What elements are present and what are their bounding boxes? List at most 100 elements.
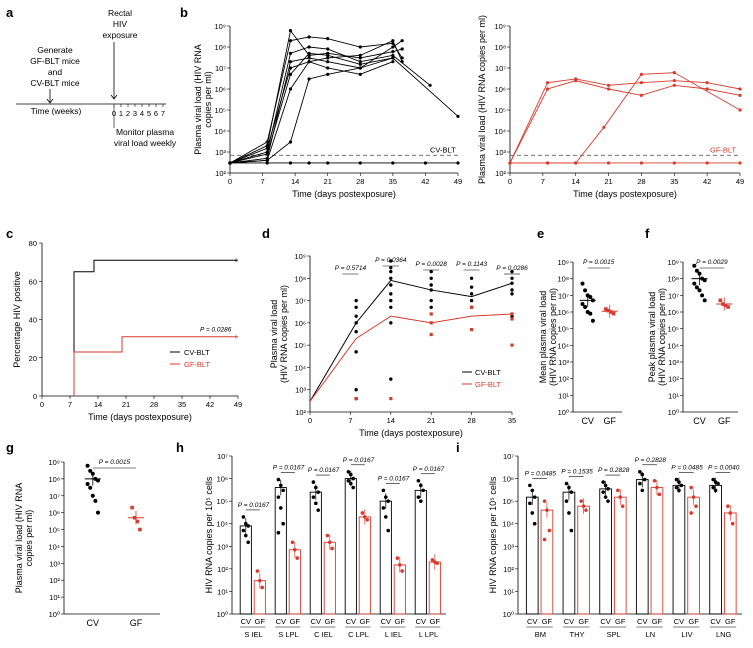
cv-data-point <box>510 269 514 274</box>
p-value: P = 0.0485 <box>671 465 703 472</box>
cv-bar <box>239 525 252 615</box>
data-point <box>545 161 550 165</box>
x-tick-label: 49 <box>454 177 462 186</box>
gf-data-point <box>689 511 693 515</box>
data-point <box>358 66 362 70</box>
gf-data-point <box>510 343 514 347</box>
y-tick-label: 10⁵ <box>503 497 514 506</box>
y-tick-label: 10⁴ <box>667 341 679 350</box>
gf-bar <box>358 516 371 615</box>
cv-data-point <box>429 305 433 309</box>
y-tick-label: 10⁵ <box>558 325 569 334</box>
y-tick-label: 10⁰ <box>49 610 60 619</box>
y-tick-label: 10⁶ <box>503 475 514 484</box>
y-tick-label: 10¹ <box>217 587 228 596</box>
generate-line-1: Generate <box>37 45 73 55</box>
cv-data-point <box>569 490 574 494</box>
cv-data-point <box>314 501 318 506</box>
cv-data-point <box>429 276 433 280</box>
panel-h-label: h <box>176 440 184 455</box>
cv-data-point <box>389 298 393 303</box>
data-point <box>326 66 330 70</box>
cv-data-point <box>583 288 588 293</box>
cv-data-point <box>354 330 358 334</box>
y-tick-label: 10⁸ <box>48 475 60 484</box>
gf-tick-label: GF <box>725 617 736 626</box>
data-point <box>400 47 404 51</box>
p-value: P = 0.0028 <box>416 261 448 268</box>
gf-bar <box>540 509 554 615</box>
threshold-label: GF-BLT <box>710 145 737 154</box>
group-label: LNG <box>716 630 732 639</box>
cv-data-point <box>389 283 393 287</box>
data-point <box>288 87 293 91</box>
gf-data-point <box>723 303 728 308</box>
gf-data-point <box>652 478 657 483</box>
y-tick-label: 10⁸ <box>494 43 506 52</box>
cv-data-point <box>354 305 358 309</box>
gf-data-point <box>726 504 730 508</box>
series-line <box>510 72 741 164</box>
cv-tick-label: CV <box>710 617 720 626</box>
data-point <box>288 161 293 165</box>
data-point <box>288 29 293 33</box>
gf-data-point <box>135 519 140 524</box>
gf-data-point <box>255 569 260 573</box>
cv-data-point <box>510 292 514 296</box>
cv-data-point <box>528 501 532 506</box>
data-point <box>391 56 395 60</box>
cv-data-point <box>88 468 93 473</box>
data-point <box>705 87 709 91</box>
y-tick-label: 10⁷ <box>558 291 569 300</box>
monitor-line-1: Monitor plasma <box>116 127 174 137</box>
data-point <box>738 108 742 112</box>
data-point <box>307 77 311 81</box>
x-tick-label: 28 <box>356 177 364 186</box>
p-value: P = 0.0167 <box>308 467 340 474</box>
cv-data-point <box>346 469 351 474</box>
gf-data-point <box>604 307 608 311</box>
series-line <box>229 52 393 164</box>
y-tick-label: 10⁶ <box>558 308 569 317</box>
generate-line-3: and <box>48 67 62 77</box>
y-tick-label: 10⁷ <box>503 452 514 461</box>
data-point <box>288 140 293 144</box>
gf-data-point <box>542 499 547 503</box>
generate-arrow-head <box>46 98 54 104</box>
cv-data-point <box>416 478 421 483</box>
cv-data-point <box>528 483 532 488</box>
x-tick-label: 35 <box>178 400 186 409</box>
y-tick-label: 10³ <box>215 148 226 157</box>
gf-data-point <box>389 396 393 401</box>
cv-data-point <box>85 463 90 468</box>
y-tick-label: 10¹ <box>558 391 569 400</box>
x-tick-label: 14 <box>572 177 580 186</box>
x-tick-label: 21 <box>604 177 612 186</box>
cv-data-point <box>311 480 316 484</box>
gf-tick-label: GF <box>290 617 301 626</box>
cv-data-point <box>416 495 421 499</box>
gf-data-point <box>290 540 295 545</box>
x-tick-label: 0 <box>308 416 312 425</box>
x-tick-label: 7 <box>68 400 72 409</box>
x-tick-label: 42 <box>421 177 429 186</box>
cv-data-point <box>96 478 100 483</box>
y-tick-label: 10² <box>495 169 506 178</box>
x-tick-label: 21 <box>122 400 130 409</box>
cv-data-point <box>354 350 358 354</box>
data-point <box>358 72 362 76</box>
data-point <box>358 161 362 165</box>
cv-data-point <box>429 269 433 274</box>
exposure-arrow-head <box>110 94 118 100</box>
data-point <box>326 161 330 165</box>
data-point <box>288 66 293 70</box>
y-tick-label: 10⁹ <box>494 22 506 31</box>
series-line <box>229 40 403 164</box>
survival-step-line <box>73 259 238 396</box>
cv-tick-label: CV <box>674 617 684 626</box>
y-axis-title: (HIV RNA copies per ml) <box>657 288 667 386</box>
gf-data-point <box>325 533 330 538</box>
x-tick-label: 42 <box>206 400 214 409</box>
cv-data-point <box>638 469 642 474</box>
cv-data-point <box>590 318 595 323</box>
